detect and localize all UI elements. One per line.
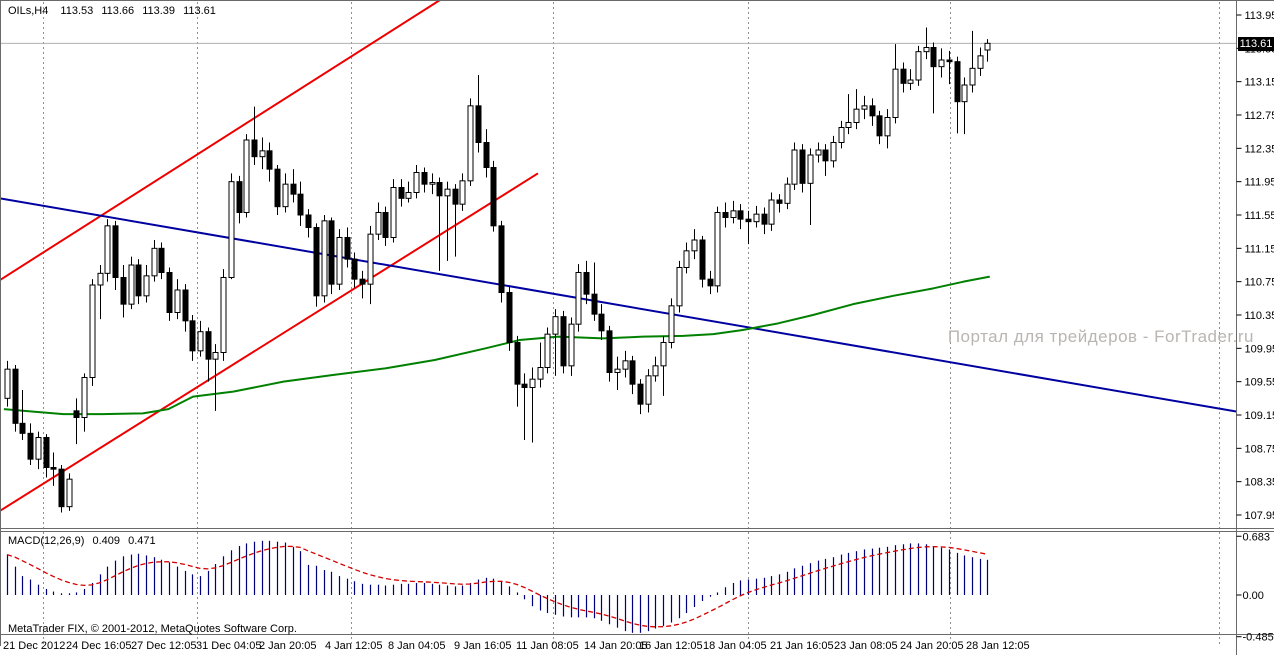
svg-text:14 Jan 20:05: 14 Jan 20:05: [584, 640, 648, 652]
svg-text:0.683: 0.683: [1243, 531, 1271, 543]
ma-line[interactable]: [3, 275, 990, 416]
svg-text:28 Jan 12:05: 28 Jan 12:05: [966, 640, 1030, 652]
svg-text:107.95: 107.95: [1245, 510, 1274, 522]
time-axis[interactable]: 21 Dec 2012 24 Dec 16:05 27 Dec 12:05 31 De…: [3, 640, 1030, 652]
svg-text:8 Jan 04:05: 8 Jan 04:05: [388, 640, 446, 652]
trend-blue-descending[interactable]: [0, 197, 1238, 413]
macd-main-value: 0.409: [92, 535, 121, 547]
svg-text:23 Jan 08:05: 23 Jan 08:05: [834, 640, 898, 652]
svg-text:18 Jan 04:05: 18 Jan 04:05: [703, 640, 767, 652]
quote-readout: OILs,H4 113.53 113.66 113.39 113.61: [8, 5, 221, 17]
svg-text:0.00: 0.00: [1243, 590, 1264, 602]
svg-text:112.75: 112.75: [1245, 110, 1274, 122]
macd-name-label: MACD(12,26,9): [8, 535, 85, 547]
svg-text:11 Jan 08:05: 11 Jan 08:05: [516, 640, 579, 652]
macd-axis[interactable]: 0.683 0.00 -0.485: [1236, 531, 1274, 644]
svg-text:2 Jan 20:05: 2 Jan 20:05: [259, 640, 317, 652]
svg-text:111.95: 111.95: [1245, 177, 1274, 189]
macd-signal-value: 0.471: [128, 535, 156, 547]
quote-close: 113.61: [183, 5, 216, 17]
quote-high: 113.66: [101, 5, 135, 17]
svg-text:113.95: 113.95: [1245, 10, 1274, 22]
svg-text:109.55: 109.55: [1245, 377, 1274, 389]
svg-text:109.15: 109.15: [1245, 410, 1274, 422]
quote-open: 113.53: [60, 5, 94, 17]
grid-layer: [43, 2, 1220, 646]
svg-text:24 Dec 16:05: 24 Dec 16:05: [66, 640, 131, 652]
macd-indicator-readout: MACD(12,26,9) 0.409 0.471: [8, 535, 161, 547]
symbol-period-label: OILs,H4: [8, 5, 49, 17]
svg-text:111.15: 111.15: [1245, 243, 1274, 255]
svg-text:110.75: 110.75: [1245, 277, 1274, 289]
macd-histogram: [6, 540, 989, 633]
svg-text:108.75: 108.75: [1245, 443, 1274, 455]
svg-text:21 Jan 16:05: 21 Jan 16:05: [770, 640, 834, 652]
svg-text:31 Dec 04:05: 31 Dec 04:05: [196, 640, 261, 652]
copyright-label: MetaTrader FIX, © 2001-2012, MetaQuotes …: [8, 623, 297, 635]
svg-text:4 Jan 12:05: 4 Jan 12:05: [325, 640, 383, 652]
quote-low: 113.39: [142, 5, 176, 17]
price-axis[interactable]: 113.95113.55113.15112.75112.35111.95111.…: [1236, 10, 1274, 522]
svg-text:113.15: 113.15: [1245, 77, 1274, 89]
svg-text:112.35: 112.35: [1245, 143, 1274, 155]
svg-text:21 Dec 2012: 21 Dec 2012: [3, 640, 65, 652]
svg-text:27 Dec 12:05: 27 Dec 12:05: [131, 640, 196, 652]
trendlines-layer: [0, 0, 1238, 512]
svg-text:9 Jan 16:05: 9 Jan 16:05: [454, 640, 512, 652]
svg-text:110.35: 110.35: [1245, 310, 1274, 322]
svg-text:109.95: 109.95: [1245, 343, 1274, 355]
current-price-tag: 113.61: [1238, 37, 1274, 51]
svg-text:108.35: 108.35: [1245, 477, 1274, 489]
svg-text:111.55: 111.55: [1245, 210, 1274, 222]
macd-signal-line: [6, 545, 988, 628]
broker-watermark: Портал для трейдеров - ForTrader.ru: [947, 327, 1254, 346]
candles-layer: [4, 27, 991, 513]
svg-text:16 Jan 12:05: 16 Jan 12:05: [639, 640, 703, 652]
trend-red-lower[interactable]: [0, 172, 539, 512]
svg-text:24 Jan 20:05: 24 Jan 20:05: [900, 640, 964, 652]
svg-text:-0.485: -0.485: [1243, 632, 1274, 644]
trend-red-upper[interactable]: [0, 0, 441, 281]
